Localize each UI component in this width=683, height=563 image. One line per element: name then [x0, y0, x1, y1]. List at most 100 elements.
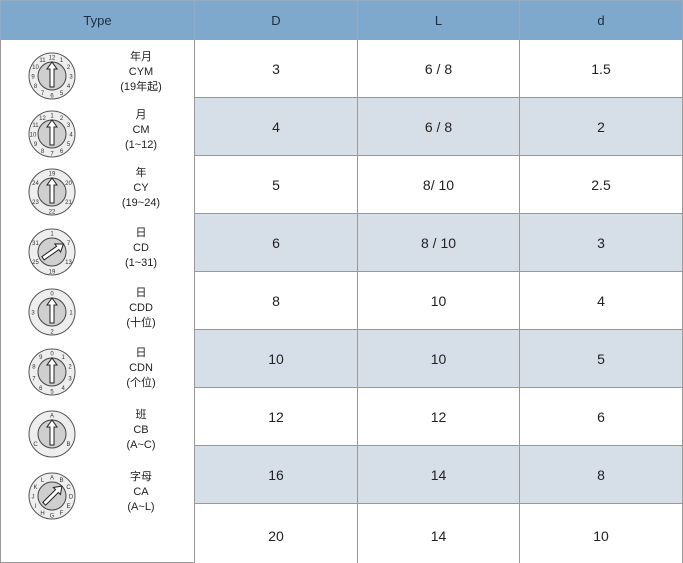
- svg-text:1: 1: [60, 58, 64, 64]
- type-item: 1 7 13 19 25 31 日 CD (1~31): [1, 222, 196, 280]
- cell-d: 3: [520, 214, 683, 272]
- dial-day-icon: 1 7 13 19 25 31: [28, 228, 76, 276]
- svg-text:K: K: [33, 485, 37, 491]
- svg-text:22: 22: [49, 210, 56, 216]
- svg-text:24: 24: [32, 181, 39, 187]
- svg-text:J: J: [32, 495, 35, 501]
- cell-L: 14: [358, 446, 520, 504]
- dial-day-tens-icon: 0 1 2 3: [28, 288, 76, 336]
- cell-D: 8: [195, 272, 358, 330]
- header-d: d: [520, 0, 683, 40]
- type-line2: CM: [132, 124, 150, 136]
- cell-d: 1.5: [520, 40, 683, 98]
- svg-text:G: G: [50, 514, 55, 520]
- cell-d: 10: [520, 504, 683, 563]
- svg-text:2: 2: [50, 330, 54, 336]
- type-line2: CA: [133, 486, 149, 498]
- type-line1: 月: [135, 109, 147, 121]
- type-line1: 字母: [130, 471, 152, 483]
- cell-D: 12: [195, 388, 358, 446]
- svg-text:4: 4: [69, 133, 73, 139]
- svg-text:3: 3: [68, 376, 72, 382]
- cell-L: 14: [358, 504, 520, 563]
- type-line1: 日: [135, 347, 147, 359]
- type-line3: (个位): [126, 377, 156, 389]
- cell-d: 8: [520, 446, 683, 504]
- type-line2: CDN: [129, 362, 153, 374]
- cell-L: 8 / 10: [358, 214, 520, 272]
- cell-D: 5: [195, 156, 358, 214]
- svg-text:10: 10: [32, 65, 39, 71]
- type-item: A B C D E F G H I J K L 字母 CA (A~L): [1, 466, 196, 524]
- svg-text:13: 13: [65, 260, 72, 266]
- type-item: 12 1 2 3 4 5 6 7 8 9 10 11 年月 CYM (19年起): [1, 46, 196, 104]
- svg-text:9: 9: [39, 355, 43, 361]
- svg-text:7: 7: [41, 91, 45, 97]
- cell-d: 6: [520, 388, 683, 446]
- type-line2: CYM: [128, 66, 154, 78]
- svg-text:1: 1: [50, 114, 54, 120]
- svg-text:7: 7: [32, 376, 36, 382]
- type-line2: CY: [133, 182, 149, 194]
- svg-text:20: 20: [65, 181, 72, 187]
- svg-text:0: 0: [50, 292, 54, 298]
- type-item: A B C 班 CB (A~C): [1, 404, 196, 462]
- svg-text:L: L: [41, 478, 45, 484]
- type-label: 年 CY (19~24): [109, 166, 173, 211]
- svg-text:D: D: [69, 495, 74, 501]
- svg-text:2: 2: [60, 116, 64, 122]
- cell-L: 12: [358, 388, 520, 446]
- cell-D: 20: [195, 504, 358, 563]
- svg-text:5: 5: [67, 142, 71, 148]
- dial-year-month-icon: 12 1 2 3 4 5 6 7 8 9 10 11: [28, 52, 76, 100]
- svg-text:4: 4: [67, 84, 71, 90]
- type-line1: 日: [135, 227, 147, 239]
- type-line2: CDD: [129, 302, 153, 314]
- svg-text:8: 8: [41, 149, 45, 155]
- cell-D: 6: [195, 214, 358, 272]
- type-line3: (1~12): [124, 139, 158, 151]
- svg-text:25: 25: [32, 260, 39, 266]
- svg-text:H: H: [40, 511, 44, 517]
- svg-text:6: 6: [39, 386, 43, 392]
- svg-text:1: 1: [69, 311, 73, 317]
- type-label: 日 CD (1~31): [109, 226, 173, 271]
- svg-text:2: 2: [68, 365, 72, 371]
- type-column: 12 1 2 3 4 5 6 7 8 9 10 11 年月 CYM (19年起) 1 2 3 4 5 6 7 8 9 10 11 1…: [0, 40, 195, 563]
- type-line3: (1~31): [124, 257, 158, 269]
- cell-d: 2.5: [520, 156, 683, 214]
- type-label: 字母 CA (A~L): [109, 470, 173, 515]
- svg-text:5: 5: [60, 91, 64, 97]
- svg-text:3: 3: [69, 75, 73, 81]
- svg-text:4: 4: [62, 386, 66, 392]
- svg-text:A: A: [50, 414, 54, 420]
- cell-L: 10: [358, 330, 520, 388]
- dial-year-icon: 19 20 21 22 23 24: [28, 168, 76, 216]
- cell-D: 16: [195, 446, 358, 504]
- type-line2: CB: [133, 424, 149, 436]
- cell-d: 2: [520, 98, 683, 156]
- svg-text:19: 19: [49, 270, 56, 276]
- cell-L: 10: [358, 272, 520, 330]
- svg-text:3: 3: [67, 123, 71, 129]
- cell-D: 4: [195, 98, 358, 156]
- cell-L: 8/ 10: [358, 156, 520, 214]
- header-D: D: [195, 0, 358, 40]
- type-label: 日 CDN (个位): [109, 346, 173, 391]
- type-item: 19 20 21 22 23 24 年 CY (19~24): [1, 162, 196, 220]
- type-line1: 日: [135, 287, 147, 299]
- type-line1: 年月: [130, 51, 152, 63]
- svg-text:9: 9: [34, 142, 38, 148]
- header-L: L: [358, 0, 520, 40]
- svg-text:1: 1: [50, 232, 54, 238]
- svg-text:8: 8: [34, 84, 38, 90]
- svg-text:B: B: [59, 478, 63, 484]
- type-line3: (19年起): [120, 81, 162, 93]
- cell-D: 10: [195, 330, 358, 388]
- svg-text:I: I: [35, 504, 37, 510]
- type-line1: 年: [135, 167, 147, 179]
- svg-text:7: 7: [67, 241, 71, 247]
- svg-text:5: 5: [50, 390, 54, 396]
